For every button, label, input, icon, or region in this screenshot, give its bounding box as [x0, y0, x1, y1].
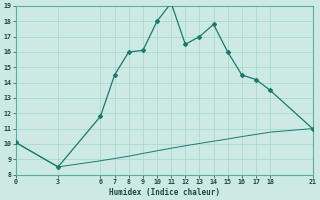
X-axis label: Humidex (Indice chaleur): Humidex (Indice chaleur) [108, 188, 220, 197]
